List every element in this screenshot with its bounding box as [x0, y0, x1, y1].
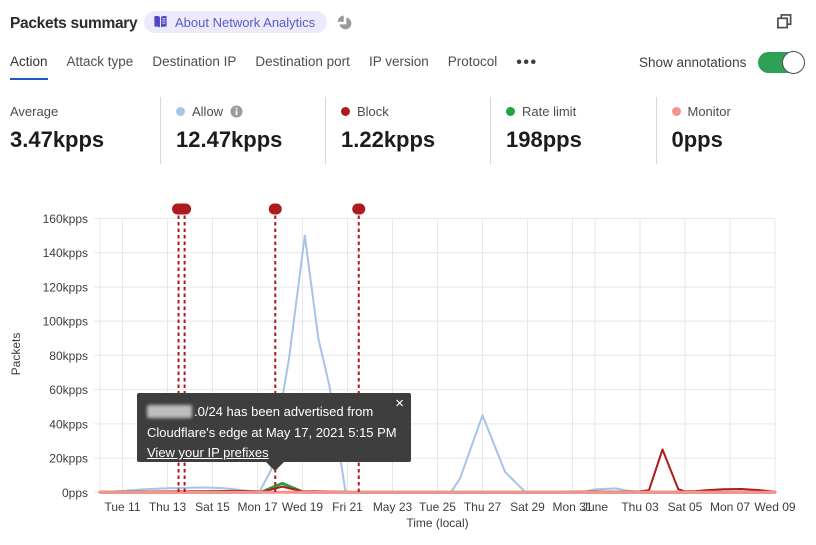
- badge-label: About Network Analytics: [175, 14, 316, 30]
- popout-icon[interactable]: [776, 13, 792, 29]
- x-tick-label: Sat 15: [195, 500, 230, 514]
- tab-destination-ip[interactable]: Destination IP: [152, 54, 237, 69]
- tab-protocol[interactable]: Protocol: [447, 54, 498, 69]
- x-tick-label: Thu 13: [149, 500, 187, 514]
- legend-dot-block: [341, 106, 350, 116]
- view-ip-prefixes-link[interactable]: View your IP prefixes: [147, 445, 269, 460]
- y-tick-label: 100kpps: [43, 315, 88, 329]
- stat-label: Rate limit: [522, 103, 577, 119]
- x-tick-label: Thu 27: [464, 500, 502, 514]
- x-axis-title: Time (local): [406, 516, 468, 530]
- stat-average: Average 3.47kpps: [0, 97, 160, 164]
- y-tick-label: 60kpps: [49, 383, 88, 397]
- y-tick-label: 120kpps: [43, 280, 88, 294]
- annotation-marker[interactable]: [268, 203, 282, 215]
- x-tick-label: Mon 31: [552, 500, 592, 514]
- y-tick-label: 0pps: [62, 486, 88, 500]
- legend-dot-rate-limit: [506, 106, 515, 116]
- x-tick-label: Mon 17: [237, 500, 277, 514]
- stat-rate-limit: Rate limit 198pps: [490, 97, 656, 164]
- sampling-pie-icon: [336, 14, 354, 32]
- tab-ip-version[interactable]: IP version: [368, 54, 429, 69]
- toggle-knob: [782, 51, 805, 74]
- tooltip-close-icon[interactable]: ×: [395, 395, 404, 412]
- x-tick-label: Tue 25: [419, 500, 456, 514]
- stat-monitor: Monitor 0pps: [655, 97, 816, 164]
- legend-dot-monitor: [671, 106, 681, 116]
- annotation-marker[interactable]: [352, 203, 366, 215]
- stat-label: Block: [357, 103, 389, 119]
- tooltip-line2: Cloudflare's edge at May 17, 2021 5:15 P…: [147, 424, 397, 440]
- show-annotations-label: Show annotations: [639, 55, 747, 70]
- stat-value: 3.47kpps: [10, 127, 105, 152]
- x-tick-label: Sat 29: [510, 500, 545, 514]
- about-network-analytics-badge[interactable]: About Network Analytics: [144, 11, 328, 33]
- tooltip-line1: .0/24 has been advertised from: [147, 402, 399, 423]
- show-annotations-toggle[interactable]: [758, 51, 805, 74]
- page-title: Packets summary: [10, 15, 138, 32]
- tab-destination-port[interactable]: Destination port: [255, 54, 350, 69]
- y-tick-label: 40kpps: [49, 417, 88, 431]
- x-tick-label: May 23: [373, 500, 413, 514]
- tab-attack-type[interactable]: Attack type: [66, 54, 134, 69]
- stats-row: Average 3.47kpps Allow 12.47kpps Block 1.22kp…: [0, 97, 816, 164]
- book-icon: [153, 15, 168, 29]
- y-tick-label: 140kpps: [43, 246, 88, 260]
- dimension-tabs: Action Attack type Destination IP Destinati…: [10, 54, 538, 80]
- redacted-ip-block: [147, 405, 192, 418]
- x-tick-label: Sat 05: [668, 500, 703, 514]
- x-tick-label: Thu 03: [621, 500, 659, 514]
- stat-value: 12.47kpps: [176, 127, 283, 152]
- y-tick-label: 20kpps: [49, 452, 88, 466]
- info-icon[interactable]: [230, 104, 243, 118]
- x-tick-label: Wed 19: [282, 500, 323, 514]
- stat-block: Block 1.22kpps: [325, 97, 490, 164]
- legend-dot-allow: [176, 106, 185, 116]
- tab-action[interactable]: Action: [10, 54, 48, 80]
- stat-value: 1.22kpps: [341, 127, 436, 152]
- stat-label: Allow: [192, 103, 224, 119]
- x-tick-label: Tue 11: [104, 500, 140, 514]
- y-tick-label: 80kpps: [49, 349, 88, 363]
- stat-value: 0pps: [671, 127, 723, 152]
- x-tick-label: June: [582, 500, 608, 514]
- stat-label: Monitor: [687, 103, 731, 119]
- y-tick-label: 160kpps: [43, 212, 88, 226]
- tooltip-caret: [265, 461, 285, 471]
- stat-allow: Allow 12.47kpps: [160, 97, 325, 164]
- x-tick-label: Mon 07: [710, 500, 750, 514]
- x-tick-label: Wed 09: [754, 500, 795, 514]
- annotation-marker[interactable]: [172, 203, 192, 215]
- annotation-tooltip: .0/24 has been advertised from Cloudflar…: [137, 393, 411, 471]
- x-tick-label: Fri 21: [332, 500, 363, 514]
- y-axis-title: Packets: [9, 333, 23, 376]
- tabs-more-icon[interactable]: •••: [516, 54, 538, 71]
- stat-label: Average: [10, 103, 59, 119]
- stat-value: 198pps: [506, 127, 582, 152]
